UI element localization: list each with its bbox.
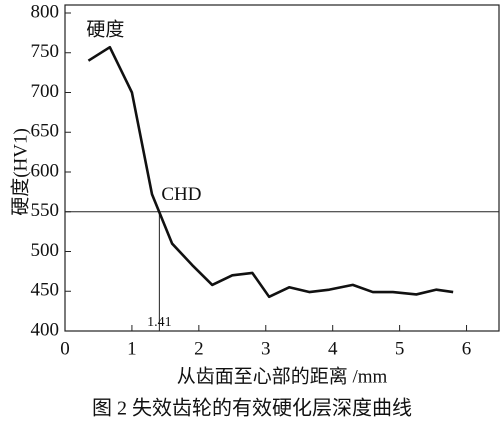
x-tick-label: 1 <box>127 338 137 359</box>
x-tick-label: 5 <box>395 338 405 359</box>
x-tick-label: 3 <box>261 338 271 359</box>
y-tick-label: 750 <box>31 41 60 62</box>
y-tick-label: 400 <box>31 319 60 340</box>
x-tick-label: 4 <box>328 338 338 359</box>
y-tick-label: 800 <box>31 1 60 22</box>
y-tick-label: 700 <box>31 81 60 102</box>
annotation: CHD <box>161 184 201 205</box>
y-tick-label: 500 <box>31 240 60 261</box>
data-line <box>87 45 454 299</box>
reference-x-label: 1.41 <box>147 315 172 330</box>
y-tick-label: 650 <box>31 121 60 142</box>
x-tick-label: 6 <box>462 338 472 359</box>
x-tick-label: 0 <box>60 338 70 359</box>
y-axis-label: 硬度(HV1) <box>9 128 31 216</box>
caption: 图 2 失效齿轮的有效硬化层深度曲线 <box>92 397 412 420</box>
series-label: 硬度 <box>86 19 124 41</box>
x-tick-label: 2 <box>194 338 204 359</box>
y-tick-label: 450 <box>31 280 60 301</box>
y-tick-label: 600 <box>31 160 60 181</box>
plot-frame <box>64 4 500 332</box>
x-axis-label: 从齿面至心部的距离 /mm <box>177 365 388 387</box>
y-tick-label: 550 <box>31 200 60 221</box>
